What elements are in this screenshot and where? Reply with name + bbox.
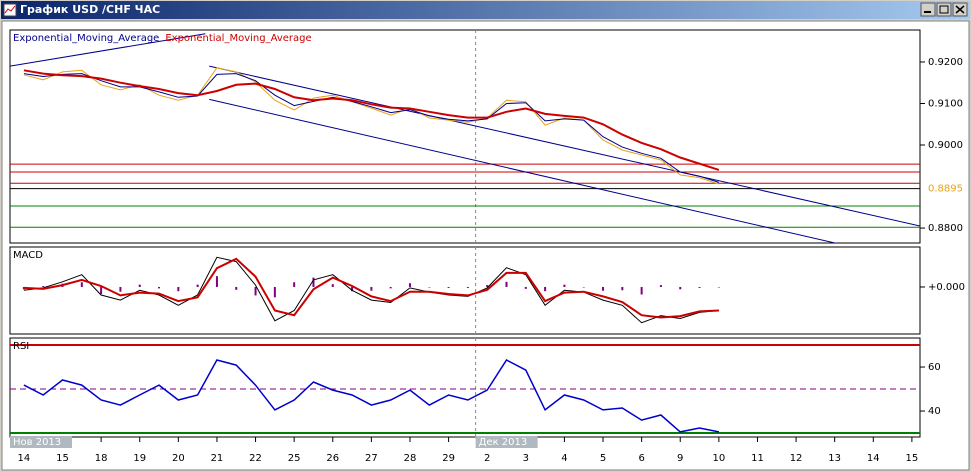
histogram-bar [196,284,199,287]
y-tick-label: 40 [928,406,941,417]
histogram-bar [215,276,218,287]
histogram-bar [659,285,662,287]
histogram-bar [679,286,682,290]
title-bar [1,1,970,19]
panel-frame [9,337,921,438]
x-tick-label: 9 [677,453,683,464]
histogram-bar [698,286,701,288]
panel-frame [9,246,921,335]
period-label: Дек 2013 [479,437,528,448]
x-tick-label: 10 [712,453,725,464]
panel-title: RSI [13,341,29,352]
histogram-bar [80,282,83,287]
x-tick-label: 18 [95,453,108,464]
histogram-bar [351,286,354,292]
histogram-bar [100,286,103,295]
histogram-bar [486,285,489,287]
y-tick-label: 0.9100 [928,98,963,109]
y-tick-label: 0.8800 [928,223,963,234]
histogram-bar [331,284,334,287]
histogram-bar [138,284,141,287]
x-tick-label: 29 [442,453,455,464]
plot-area [22,247,720,334]
x-tick-label: 26 [326,453,339,464]
series-line [23,257,719,319]
histogram-bar [582,286,585,288]
x-tick-label: 15 [906,453,919,464]
histogram-bar [312,277,315,287]
series-line [23,359,720,433]
x-tick-label: 20 [172,453,185,464]
maximize-button[interactable] [936,2,952,17]
x-tick-label: 21 [211,453,224,464]
histogram-bar [408,283,411,287]
series-line [23,69,720,171]
trend-line [209,98,838,243]
window-title: График USD /CHF ЧАС [20,3,160,16]
period-label: Нов 2013 [13,437,61,448]
panel-frame [9,29,921,244]
x-tick-label: 13 [828,453,841,464]
histogram-bar [466,286,469,288]
plot-area [10,30,920,243]
minimize-button[interactable] [920,2,936,17]
y-tick-label: +0.000 [928,282,965,293]
maximize-icon [939,5,949,14]
x-tick-label: 5 [600,453,606,464]
histogram-bar [119,286,122,292]
last-price-box [924,182,966,195]
x-tick-label: 27 [365,453,378,464]
x-tick-label: 14 [867,453,880,464]
histogram-bar [602,286,605,291]
window-buttons[interactable] [920,2,968,17]
x-tick-label: 11 [751,453,764,464]
x-tick-label: 12 [790,453,803,464]
histogram-bar [254,286,257,296]
y-tick-label: 60 [928,362,941,373]
x-tick-label: 6 [638,453,644,464]
histogram-bar [235,286,238,290]
histogram-bar [640,286,643,295]
x-tick-label: 2 [484,453,490,464]
series-line [23,256,719,324]
plot-area [10,338,920,437]
x-tick-label: 25 [288,453,301,464]
histogram-bar [293,282,296,287]
histogram-bar [563,284,566,287]
period-box [10,436,72,448]
x-tick-label: 14 [18,453,31,464]
histogram-bar [158,286,161,289]
histogram-bar [544,286,547,292]
trend-line [10,33,206,67]
x-tick-label: 28 [404,453,417,464]
window-icon-line [4,5,16,14]
histogram-bar [524,286,527,289]
histogram-bar [177,286,180,292]
x-tick-label: 22 [249,453,262,464]
trend-line [209,65,920,227]
histogram-bar [428,286,431,288]
histogram-bar [447,286,450,288]
y-tick-label: 0.9000 [928,140,963,151]
close-icon [955,5,965,14]
histogram-bar [389,286,392,289]
histogram-bar [370,286,373,291]
histogram-bar [505,281,508,287]
histogram-bar [42,286,45,287]
last-price-label: 0.8895 [928,184,963,195]
x-tick-label: 4 [561,453,567,464]
legend-entry: Exponential_Moving_Average [165,33,311,44]
legend-entry: Exponential_Moving_Average [13,33,159,44]
x-tick-label: 19 [133,453,146,464]
histogram-bar [273,286,276,298]
y-tick-label: 0.9200 [928,57,963,68]
period-box [475,436,538,448]
x-tick-label: 15 [56,453,69,464]
histogram-bar [717,286,720,288]
panel-title: MACD [13,250,43,261]
series-line [23,67,720,185]
histogram-bar [621,286,624,291]
x-tick-label: 3 [523,453,529,464]
